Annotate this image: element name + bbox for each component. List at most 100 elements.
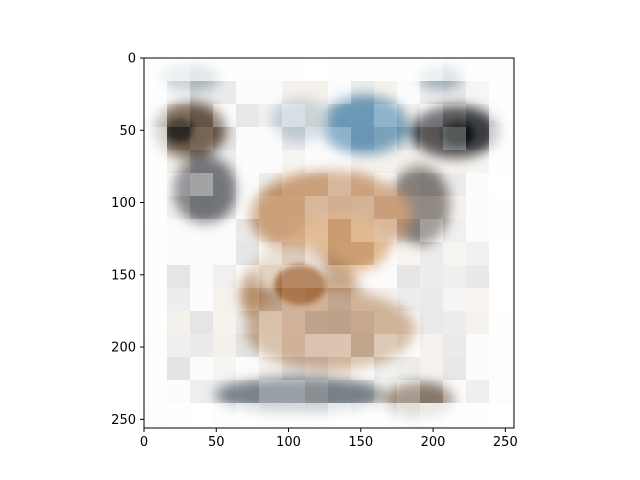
- mosaic-tile: [213, 196, 236, 219]
- mosaic-tile: [190, 288, 213, 311]
- mosaic-tile: [328, 150, 351, 173]
- mosaic-tile: [259, 173, 282, 196]
- mosaic-image: [144, 58, 514, 428]
- mosaic-tile: [282, 265, 305, 288]
- mosaic-tile: [374, 265, 397, 288]
- mosaic-tile: [328, 288, 351, 311]
- mosaic-tile: [144, 127, 167, 150]
- mosaic-tile: [167, 357, 190, 380]
- mosaic-tile: [167, 334, 190, 357]
- mosaic-tile: [420, 150, 443, 173]
- mosaic-tile: [489, 403, 512, 426]
- mosaic-tile: [190, 219, 213, 242]
- mosaic-tile: [282, 219, 305, 242]
- mosaic-tile: [144, 334, 167, 357]
- mosaic-tile: [489, 127, 512, 150]
- mosaic-tile: [351, 173, 374, 196]
- mosaic-tile: [190, 150, 213, 173]
- mosaic-tile: [397, 357, 420, 380]
- mosaic-tile: [374, 58, 397, 81]
- mosaic-tile: [374, 104, 397, 127]
- mosaic-tile: [489, 357, 512, 380]
- mosaic-tile: [282, 288, 305, 311]
- mosaic-tile: [443, 403, 466, 426]
- mosaic-tile: [305, 104, 328, 127]
- mosaic-tile: [420, 334, 443, 357]
- mosaic-tile: [236, 173, 259, 196]
- mosaic-tile: [374, 334, 397, 357]
- mosaic-tile: [259, 104, 282, 127]
- mosaic-tile: [328, 311, 351, 334]
- mosaic-tile: [489, 58, 512, 81]
- mosaic-tile: [466, 242, 489, 265]
- mosaic-tile: [259, 219, 282, 242]
- mosaic-tile: [236, 196, 259, 219]
- mosaic-tile: [397, 104, 420, 127]
- mosaic-tile: [236, 288, 259, 311]
- mosaic-tile: [282, 380, 305, 403]
- mosaic-tile: [466, 196, 489, 219]
- mosaic-tile: [305, 58, 328, 81]
- mosaic-tile: [259, 127, 282, 150]
- mosaic-tile: [443, 219, 466, 242]
- mosaic-tile: [282, 242, 305, 265]
- mosaic-tile: [489, 81, 512, 104]
- mosaic-tile: [466, 81, 489, 104]
- mosaic-tile: [305, 150, 328, 173]
- mosaic-tile: [236, 311, 259, 334]
- x-tick-label: 0: [140, 435, 148, 450]
- mosaic-tile: [420, 127, 443, 150]
- mosaic-tile: [144, 265, 167, 288]
- mosaic-tile: [420, 173, 443, 196]
- y-tick-label: 250: [111, 413, 136, 428]
- mosaic-tile: [167, 380, 190, 403]
- mosaic-tile: [328, 403, 351, 426]
- mosaic-tile: [305, 311, 328, 334]
- mosaic-tile: [282, 58, 305, 81]
- mosaic-tile: [351, 265, 374, 288]
- mosaic-tile: [374, 403, 397, 426]
- mosaic-tile: [259, 288, 282, 311]
- mosaic-tile: [282, 127, 305, 150]
- mosaic-tile: [443, 150, 466, 173]
- mosaic-tile: [282, 403, 305, 426]
- mosaic-tile: [305, 127, 328, 150]
- mosaic-tile: [167, 265, 190, 288]
- x-tick-label: 250: [493, 435, 518, 450]
- x-tick-label: 150: [348, 435, 373, 450]
- mosaic-tile: [351, 311, 374, 334]
- mosaic-tile: [236, 104, 259, 127]
- mosaic-tile: [144, 81, 167, 104]
- mosaic-tile: [397, 196, 420, 219]
- mosaic-tile: [236, 334, 259, 357]
- mosaic-tile: [236, 265, 259, 288]
- mosaic-tile: [351, 58, 374, 81]
- mosaic-tile: [466, 219, 489, 242]
- mosaic-tile: [466, 58, 489, 81]
- mosaic-tile: [305, 219, 328, 242]
- mosaic-tile: [213, 127, 236, 150]
- mosaic-tile: [282, 311, 305, 334]
- mosaic-tile: [420, 81, 443, 104]
- mosaic-tile: [351, 104, 374, 127]
- mosaic-tile: [489, 219, 512, 242]
- mosaic-tile: [443, 242, 466, 265]
- mosaic-tile: [443, 58, 466, 81]
- mosaic-tile: [305, 242, 328, 265]
- mosaic-tile: [420, 288, 443, 311]
- mosaic-tile: [466, 357, 489, 380]
- mosaic-tile: [328, 196, 351, 219]
- mosaic-tile: [351, 219, 374, 242]
- mosaic-tile: [328, 380, 351, 403]
- mosaic-blocks: [144, 58, 512, 426]
- mosaic-tile: [190, 265, 213, 288]
- mosaic-tile: [167, 311, 190, 334]
- mosaic-tile: [282, 150, 305, 173]
- mosaic-tile: [167, 242, 190, 265]
- mosaic-tile: [190, 127, 213, 150]
- mosaic-tile: [144, 150, 167, 173]
- mosaic-tile: [213, 357, 236, 380]
- mosaic-tile: [259, 150, 282, 173]
- mosaic-tile: [167, 150, 190, 173]
- mosaic-tile: [466, 150, 489, 173]
